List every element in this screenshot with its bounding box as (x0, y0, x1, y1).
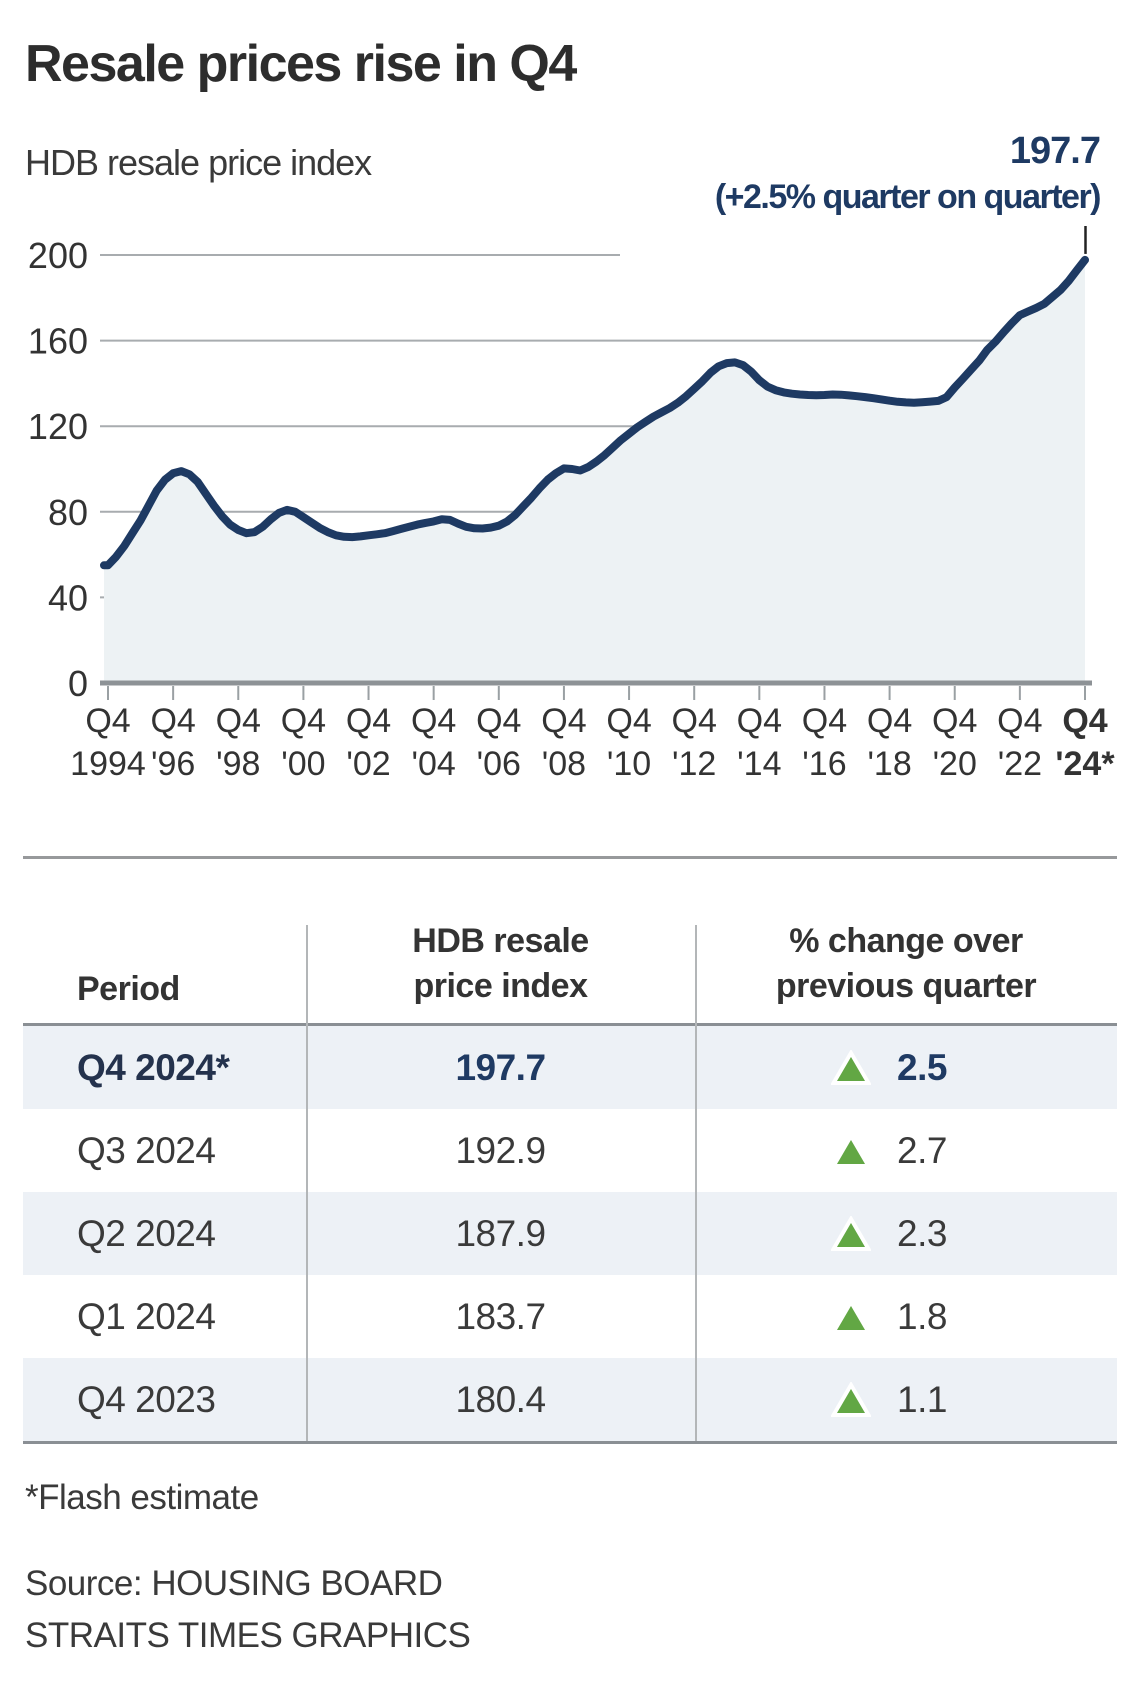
change-cell: 1.8 (695, 1296, 1117, 1338)
table-row: Q4 2024* 197.7 2.5 (23, 1026, 1117, 1109)
table-row: Q3 2024 192.9 2.7 (23, 1109, 1117, 1192)
change-value: 1.1 (897, 1378, 947, 1420)
change-indicator: 1.8 (831, 1296, 981, 1338)
column-header-label: price index (413, 967, 588, 1005)
change-cell: 2.7 (695, 1130, 1117, 1172)
y-axis-tick-label: 40 (48, 577, 88, 618)
table-row: Q1 2024 183.7 1.8 (23, 1275, 1117, 1358)
x-axis-tick-label: '16 (802, 745, 846, 783)
x-axis-tick-label: Q4 (541, 702, 586, 740)
column-separator (306, 925, 308, 1441)
footnote: *Flash estimate (25, 1478, 259, 1517)
x-axis-tick-label: '02 (346, 745, 390, 783)
area-line-chart: 04080120160200Q41994Q4'96Q4'98Q4'00Q4'02… (28, 226, 1115, 783)
x-axis-tick-label: Q4 (476, 702, 521, 740)
y-axis-tick-label: 160 (28, 321, 88, 362)
index-value-cell: 187.9 (455, 1212, 546, 1254)
x-axis-tick-label: Q4 (85, 702, 130, 740)
column-header-change: % change over previous quarter (695, 919, 1117, 1023)
annotation-note: (+2.5% quarter on quarter) (714, 178, 1102, 216)
change-indicator: 2.3 (831, 1213, 981, 1255)
change-cell: 2.5 (695, 1047, 1117, 1089)
x-axis-tick-label: Q4 (997, 702, 1042, 740)
x-axis-tick-label: Q4 (737, 702, 782, 740)
x-axis-tick-label: '06 (477, 745, 521, 783)
period-cell: Q3 2024 (77, 1129, 216, 1171)
column-header-period: Period (23, 970, 306, 1023)
page-title: Resale prices rise in Q4 (25, 35, 577, 93)
change-value: 2.7 (897, 1129, 947, 1171)
x-axis-tick-label: '00 (281, 745, 325, 783)
index-value-cell: 192.9 (455, 1129, 546, 1171)
x-axis-tick-label: '22 (998, 745, 1042, 783)
change-indicator: 1.1 (831, 1379, 981, 1421)
x-axis-tick-label: '10 (607, 745, 651, 783)
credit-line: STRAITS TIMES GRAPHICS (25, 1616, 471, 1655)
x-axis-tick-label: Q4 (802, 702, 847, 740)
change-value: 1.8 (897, 1295, 947, 1337)
up-triangle-icon (831, 1381, 871, 1417)
annotation-value: 197.7 (1009, 130, 1101, 172)
table-row: Q2 2024 187.9 2.3 (23, 1192, 1117, 1275)
y-axis-tick-label: 120 (28, 406, 88, 447)
up-triangle-icon (831, 1132, 871, 1168)
column-header-label: previous quarter (775, 967, 1037, 1005)
divider-line (23, 856, 1117, 859)
y-axis-tick-label: 0 (68, 663, 88, 704)
up-triangle-icon (831, 1049, 871, 1085)
source-line: Source: HOUSING BOARD (25, 1564, 443, 1603)
period-cell: Q4 2023 (77, 1378, 216, 1420)
index-value-cell: 183.7 (455, 1295, 546, 1337)
x-axis-tick-label: '12 (672, 745, 716, 783)
change-cell: 2.3 (695, 1213, 1117, 1255)
area-fill (104, 259, 1085, 683)
table-body: Q4 2024* 197.7 2.5 Q3 2024 192.9 2.7 Q2 2024 18… (23, 1026, 1117, 1444)
x-axis-tick-label: Q4 (216, 702, 261, 740)
period-cell: Q4 2024* (77, 1046, 230, 1088)
x-axis-tick-label: '96 (151, 745, 195, 783)
index-line (100, 255, 1089, 570)
change-indicator: 2.5 (831, 1047, 981, 1089)
up-triangle-icon (831, 1298, 871, 1334)
x-axis-tick-label: 1994 (70, 745, 146, 783)
change-value: 2.5 (897, 1046, 947, 1088)
x-axis-tick-label: '98 (216, 745, 260, 783)
x-axis-tick-label: Q4 (672, 702, 717, 740)
data-table: Period HDB resale price index % change o… (23, 859, 1117, 1444)
table-header-row: Period HDB resale price index % change o… (23, 859, 1117, 1026)
x-axis-tick-label: '14 (737, 745, 781, 783)
chart-annotation: 197.7 (+2.5% quarter on quarter) (714, 128, 1102, 220)
x-axis-tick-label: Q4 (411, 702, 456, 740)
x-axis-tick-label: Q4 (346, 702, 391, 740)
change-value: 2.3 (897, 1212, 947, 1254)
column-header-label: % change over (789, 922, 1023, 960)
x-axis-tick-label: Q4 (932, 702, 977, 740)
column-separator (695, 925, 697, 1441)
x-axis-tick-label: Q4 (867, 702, 912, 740)
column-header-label: Period (77, 970, 180, 1008)
chart-subtitle: HDB resale price index (25, 142, 372, 183)
up-triangle-icon (831, 1215, 871, 1251)
x-axis-tick-label: '04 (412, 745, 456, 783)
x-axis-tick-label: '20 (933, 745, 977, 783)
period-cell: Q1 2024 (77, 1295, 216, 1337)
y-axis-tick-label: 200 (28, 235, 88, 276)
change-indicator: 2.7 (831, 1130, 981, 1172)
index-value-cell: 180.4 (455, 1378, 546, 1420)
x-axis-tick-label: Q4 (281, 702, 326, 740)
x-axis-tick-label: Q4 (1062, 702, 1107, 740)
column-header-label: HDB resale (412, 922, 589, 960)
x-axis-tick-label: '08 (542, 745, 586, 783)
table-row: Q4 2023 180.4 1.1 (23, 1358, 1117, 1441)
period-cell: Q2 2024 (77, 1212, 216, 1254)
x-axis-tick-label: '24* (1055, 745, 1115, 783)
x-axis-tick-label: '18 (867, 745, 911, 783)
column-header-index: HDB resale price index (306, 919, 695, 1023)
change-cell: 1.1 (695, 1379, 1117, 1421)
x-axis-tick-label: Q4 (150, 702, 195, 740)
x-axis-tick-label: Q4 (606, 702, 651, 740)
index-value-cell: 197.7 (455, 1046, 546, 1088)
y-axis-tick-label: 80 (48, 492, 88, 533)
